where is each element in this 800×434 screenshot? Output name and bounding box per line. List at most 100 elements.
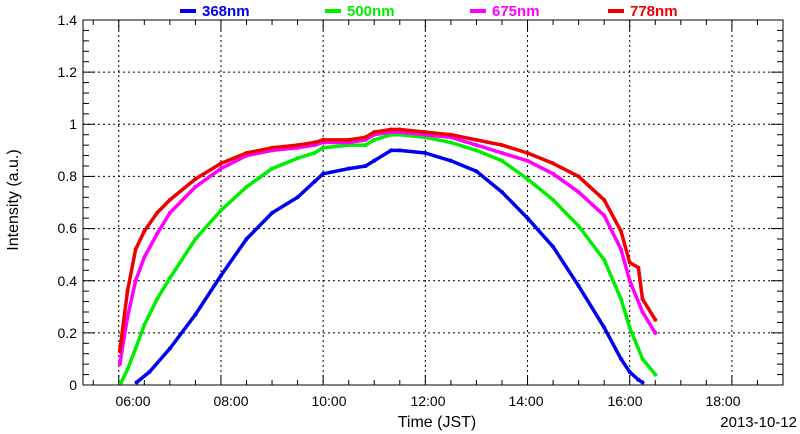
data-point — [363, 164, 368, 168]
x-tick-label: 10:00 — [311, 393, 346, 409]
data-point — [372, 158, 377, 163]
data-point — [500, 151, 504, 155]
legend-label: 368nm — [202, 3, 250, 20]
data-point — [525, 158, 530, 163]
data-point — [448, 132, 453, 137]
data-point — [602, 197, 607, 202]
data-point — [389, 127, 394, 132]
data-point — [312, 140, 317, 145]
data-point — [423, 151, 428, 155]
series-line-675nm — [118, 130, 658, 366]
data-point — [602, 257, 607, 262]
data-point — [244, 184, 249, 189]
x-tick-label: 12:00 — [410, 393, 445, 409]
data-point — [193, 177, 198, 181]
data-point — [576, 224, 581, 228]
data-point — [167, 346, 172, 351]
data-point — [602, 325, 607, 330]
data-point — [312, 179, 317, 184]
data-point — [142, 323, 147, 327]
y-tick-label: 0 — [69, 377, 77, 393]
data-point — [551, 171, 556, 176]
data-point — [133, 278, 138, 283]
data-point — [551, 161, 556, 166]
data-point — [363, 143, 368, 148]
data-point — [653, 372, 658, 377]
data-point — [500, 158, 504, 163]
data-point — [125, 289, 130, 294]
data-point — [525, 151, 530, 155]
data-point — [133, 247, 138, 252]
data-point — [474, 148, 479, 153]
x-tick-label: 06:00 — [115, 393, 150, 409]
data-point — [295, 143, 300, 148]
data-point — [640, 310, 645, 314]
legend-label: 675nm — [492, 3, 540, 20]
data-point — [525, 177, 530, 181]
data-point — [142, 229, 147, 234]
data-point — [167, 276, 172, 281]
data-point — [125, 315, 130, 320]
data-point — [155, 210, 160, 215]
data-point — [500, 190, 504, 195]
y-tick-label: 0.6 — [58, 220, 78, 236]
data-point — [448, 140, 453, 145]
data-point — [576, 174, 581, 179]
x-tick-label: 14:00 — [508, 393, 543, 409]
data-point — [372, 130, 377, 135]
data-point — [619, 297, 623, 301]
data-point — [155, 231, 160, 236]
data-point — [372, 137, 377, 142]
data-point — [474, 169, 479, 174]
data-point — [397, 148, 402, 153]
data-point — [219, 208, 223, 213]
data-point — [525, 216, 530, 221]
data-point — [125, 367, 130, 372]
data-point — [117, 362, 122, 367]
data-point — [636, 377, 641, 382]
data-point — [602, 213, 607, 218]
data-point — [244, 237, 249, 241]
data-point — [627, 370, 632, 374]
data-point — [193, 312, 198, 317]
series-line-778nm — [118, 127, 658, 353]
data-point — [576, 283, 581, 288]
data-point — [142, 255, 147, 260]
data-point — [270, 166, 275, 171]
data-point — [363, 135, 368, 140]
series-layer — [117, 127, 658, 385]
data-point — [321, 171, 326, 176]
data-point — [321, 145, 326, 150]
data-point — [640, 297, 645, 301]
x-tick-label: 16:00 — [607, 393, 642, 409]
y-tick-label: 0.4 — [58, 273, 78, 289]
legend-label: 500nm — [347, 3, 395, 20]
data-point — [636, 265, 641, 270]
y-tick-label: 1.4 — [58, 12, 78, 28]
x-tick-label: 08:00 — [213, 393, 248, 409]
data-point — [619, 356, 623, 361]
axis-ticks — [83, 19, 784, 386]
data-point — [270, 210, 275, 215]
data-point — [133, 346, 138, 351]
data-point — [346, 166, 351, 171]
data-point — [653, 317, 658, 322]
date-label: 2013-10-12 — [720, 414, 797, 431]
y-tick-label: 1 — [69, 116, 77, 132]
data-point — [155, 297, 160, 301]
y-tick-label: 1.2 — [58, 64, 78, 80]
data-point — [448, 158, 453, 163]
data-point — [640, 356, 645, 361]
data-point — [117, 349, 122, 354]
data-point — [627, 260, 632, 265]
data-point — [619, 229, 623, 234]
x-tick-label: 18:00 — [705, 393, 740, 409]
data-point — [219, 161, 223, 166]
data-point — [653, 330, 658, 335]
data-point — [193, 184, 198, 189]
data-point — [576, 190, 581, 195]
data-point — [551, 244, 556, 249]
data-point — [167, 197, 172, 202]
y-tick-label: 0.2 — [58, 325, 78, 341]
data-point — [397, 127, 402, 132]
